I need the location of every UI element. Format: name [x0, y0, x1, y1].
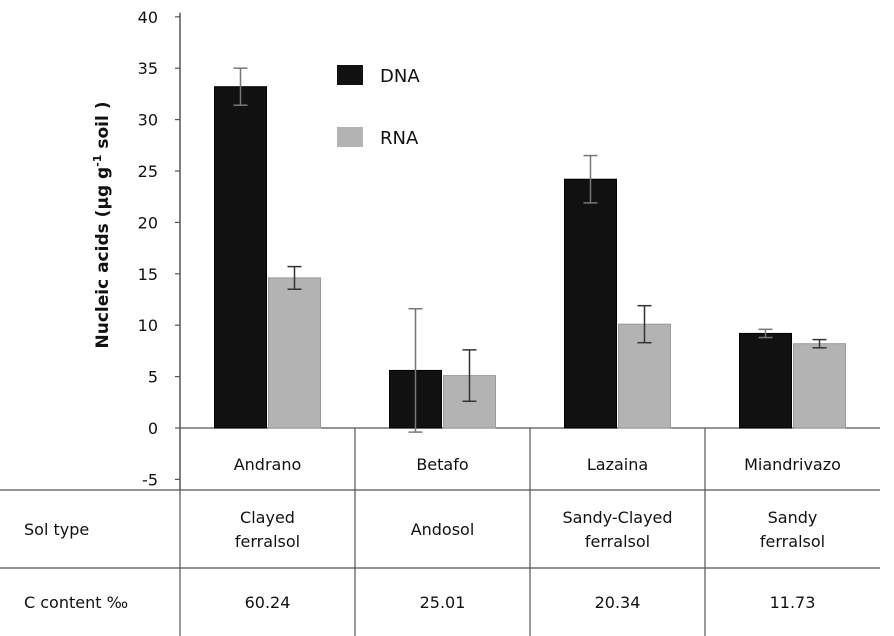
bars	[214, 67, 846, 433]
legend-swatch-dna	[337, 65, 363, 85]
table-cell: 25.01	[420, 593, 466, 612]
table-cell: Sandy	[768, 508, 818, 527]
legend-label-dna: DNA	[380, 66, 420, 87]
y-tick-label: 0	[148, 419, 158, 438]
y-axis-label-superscript: -1	[91, 155, 104, 167]
y-axis-label-main: Nucleic acids (µg g	[93, 167, 113, 349]
y-tick-label: 30	[138, 111, 158, 130]
bar-rna-andrano	[268, 277, 321, 429]
table-cell: Andosol	[411, 520, 475, 539]
table-cell: 20.34	[595, 593, 641, 612]
category-label: Betafo	[416, 455, 468, 474]
y-tick-label: 15	[138, 265, 158, 284]
y-tick-label: 5	[148, 368, 158, 387]
bar-dna-miandrivazo	[739, 332, 792, 429]
bar-rna-miandrivazo	[793, 343, 846, 429]
bar-dna-andrano	[214, 86, 267, 429]
table-cell: ferralsol	[585, 532, 650, 551]
category-label: Lazaina	[587, 455, 648, 474]
legend-label-rna: RNA	[380, 128, 419, 149]
y-tick-label: -5	[142, 470, 158, 489]
bar-dna-lazaina	[564, 178, 617, 429]
table-row-label: C content ‰	[24, 593, 128, 612]
y-tick-label: 10	[138, 316, 158, 335]
table-cell: ferralsol	[235, 532, 300, 551]
category-label: Andrano	[234, 455, 302, 474]
legend: DNA RNA	[337, 65, 420, 149]
category-labels: Andrano Betafo Lazaina Miandrivazo	[234, 455, 841, 474]
table-cell: ferralsol	[760, 532, 825, 551]
y-tick-label: 20	[138, 213, 158, 232]
data-table: Sol type Clayed ferralsol Andosol Sandy-Clay…	[24, 508, 825, 612]
table-cell: Sandy-Clayed	[562, 508, 672, 527]
y-axis: -5 0 5 10 15 20 25 30 35 40	[138, 8, 181, 490]
table-cell: Clayed	[240, 508, 295, 527]
y-axis-label-end: soil )	[93, 101, 113, 154]
category-label: Miandrivazo	[744, 455, 841, 474]
y-axis-label: Nucleic acids (µg g-1 soil )	[91, 101, 113, 348]
y-tick-label: 25	[138, 162, 158, 181]
y-tick-label: 40	[138, 8, 158, 27]
table-cell: 60.24	[245, 593, 291, 612]
table-cell: 11.73	[770, 593, 816, 612]
y-tick-label: 35	[138, 59, 158, 78]
legend-swatch-rna	[337, 127, 363, 147]
table-row-label: Sol type	[24, 520, 89, 539]
